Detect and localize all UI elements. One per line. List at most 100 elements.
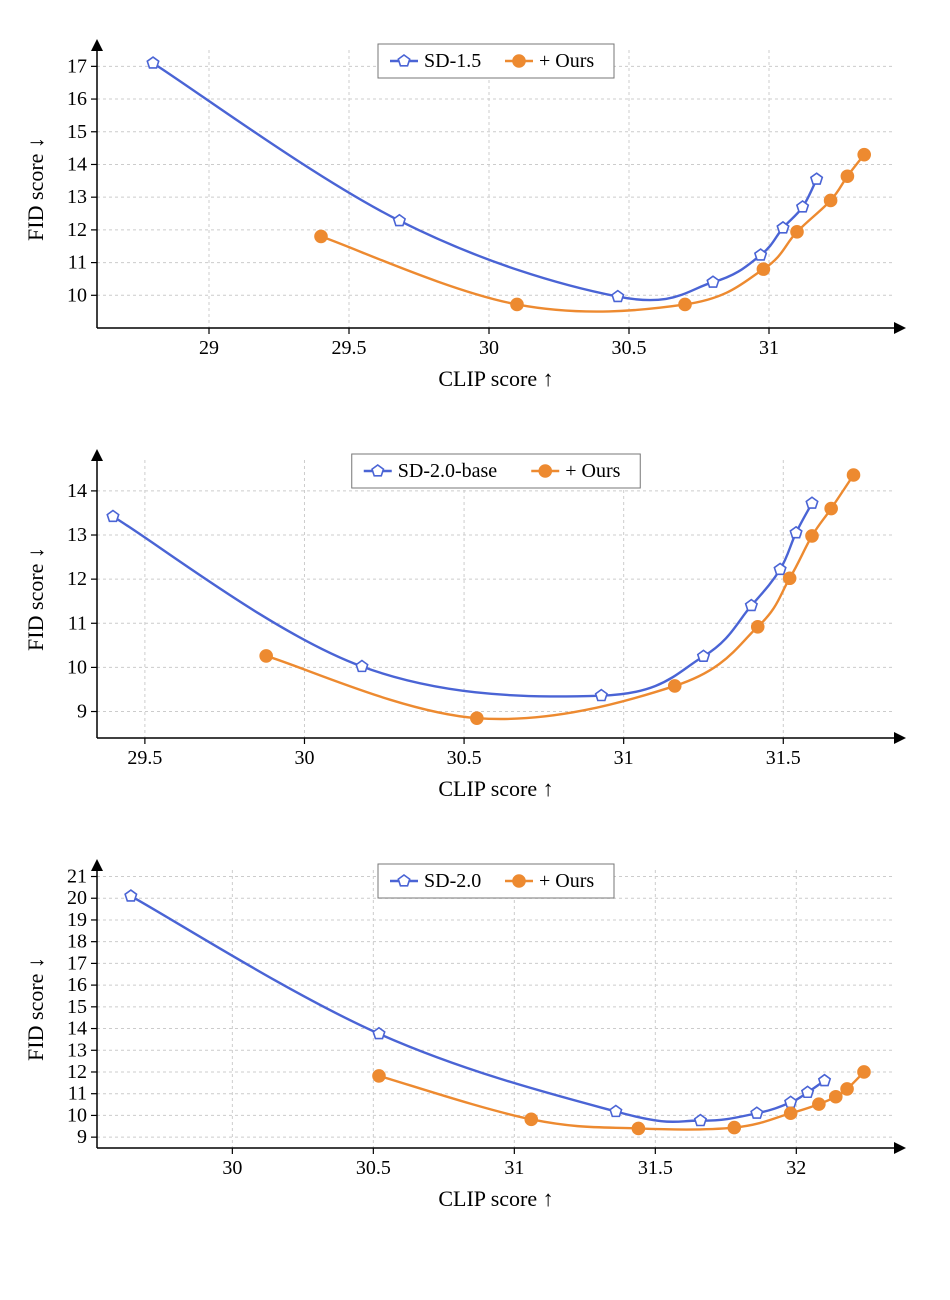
y-tick-label: 16 <box>67 88 87 110</box>
legend-label-baseline: SD-2.0 <box>424 870 481 892</box>
y-tick-label: 14 <box>67 153 87 175</box>
legend-marker-ours <box>513 55 525 67</box>
chart-panel: 2929.53030.5311011121314151617CLIP score… <box>25 20 925 400</box>
series-line-ours <box>266 475 853 719</box>
x-tick-label: 31.5 <box>766 747 801 769</box>
x-tick-label: 31 <box>614 747 634 769</box>
chart-stack: 2929.53030.5311011121314151617CLIP score… <box>20 20 930 1220</box>
marker-baseline <box>125 890 136 901</box>
marker-baseline <box>806 497 817 508</box>
marker-ours <box>825 503 837 515</box>
marker-baseline <box>802 1086 813 1097</box>
marker-baseline <box>707 276 718 287</box>
marker-ours <box>858 149 870 161</box>
legend-label-baseline: SD-1.5 <box>424 50 481 72</box>
marker-ours <box>669 680 681 692</box>
y-tick-label: 9 <box>77 701 87 723</box>
marker-ours <box>525 1113 537 1125</box>
marker-ours <box>841 1083 853 1095</box>
chart-sd15: 2929.53030.5311011121314151617CLIP score… <box>25 20 925 400</box>
y-tick-label: 13 <box>67 524 87 546</box>
y-axis-label: FID score ↓ <box>25 547 48 651</box>
legend-label-ours: + Ours <box>565 460 620 482</box>
series-line-baseline <box>131 896 825 1122</box>
x-tick-label: 31.5 <box>638 1157 673 1179</box>
y-tick-label: 21 <box>67 866 87 888</box>
marker-baseline <box>596 690 607 701</box>
marker-baseline <box>147 57 158 68</box>
marker-ours <box>841 170 853 182</box>
y-tick-label: 15 <box>67 996 87 1018</box>
x-tick-label: 32 <box>786 1157 806 1179</box>
chart-panel: 29.53030.53131.591011121314CLIP score ↑F… <box>25 430 925 810</box>
x-axis-label: CLIP score ↑ <box>438 776 553 801</box>
x-axis-label: CLIP score ↑ <box>438 366 553 391</box>
y-axis-label: FID score ↓ <box>25 137 48 241</box>
y-tick-label: 14 <box>67 1018 87 1040</box>
x-axis-label: CLIP score ↑ <box>438 1186 553 1211</box>
y-tick-label: 10 <box>67 1104 87 1126</box>
marker-baseline <box>612 291 623 302</box>
y-tick-label: 15 <box>67 121 87 143</box>
x-tick-label: 29 <box>199 337 219 359</box>
marker-ours <box>511 298 523 310</box>
marker-ours <box>757 263 769 275</box>
y-tick-label: 12 <box>67 568 87 590</box>
marker-baseline <box>751 1107 762 1118</box>
y-tick-label: 18 <box>67 931 87 953</box>
y-tick-label: 12 <box>67 1061 87 1083</box>
legend-marker-ours <box>513 875 525 887</box>
legend-label-baseline: SD-2.0-base <box>398 460 498 482</box>
legend-label-ours: + Ours <box>539 870 594 892</box>
y-tick-label: 20 <box>67 887 87 909</box>
x-tick-label: 30 <box>222 1157 242 1179</box>
chart-panel: 3030.53131.5329101112131415161718192021C… <box>25 840 925 1220</box>
y-tick-label: 13 <box>67 186 87 208</box>
y-tick-label: 19 <box>67 909 87 931</box>
x-tick-label: 30.5 <box>612 337 647 359</box>
marker-baseline <box>774 563 785 574</box>
marker-baseline <box>811 173 822 184</box>
chart-sd20base: 29.53030.53131.591011121314CLIP score ↑F… <box>25 430 925 810</box>
marker-ours <box>785 1107 797 1119</box>
marker-ours <box>632 1122 644 1134</box>
y-tick-label: 17 <box>67 952 87 974</box>
y-tick-label: 11 <box>68 252 87 274</box>
y-tick-label: 12 <box>67 219 87 241</box>
marker-baseline <box>394 215 405 226</box>
y-tick-label: 14 <box>67 480 87 502</box>
x-tick-label: 30 <box>294 747 314 769</box>
y-tick-label: 11 <box>68 612 87 634</box>
marker-baseline <box>698 650 709 661</box>
marker-ours <box>813 1098 825 1110</box>
marker-baseline <box>695 1115 706 1126</box>
legend-label-ours: + Ours <box>539 50 594 72</box>
x-tick-label: 31 <box>759 337 779 359</box>
marker-baseline <box>373 1028 384 1039</box>
marker-ours <box>728 1122 740 1134</box>
x-tick-label: 31 <box>504 1157 524 1179</box>
marker-ours <box>830 1091 842 1103</box>
y-tick-label: 10 <box>67 284 87 306</box>
marker-ours <box>848 469 860 481</box>
y-tick-label: 13 <box>67 1039 87 1061</box>
y-tick-label: 9 <box>77 1126 87 1148</box>
y-axis-label: FID score ↓ <box>25 957 48 1061</box>
x-tick-label: 30 <box>479 337 499 359</box>
marker-ours <box>752 621 764 633</box>
legend-marker-ours <box>539 465 551 477</box>
marker-baseline <box>819 1075 830 1086</box>
x-tick-label: 30.5 <box>447 747 482 769</box>
x-tick-label: 30.5 <box>356 1157 391 1179</box>
marker-baseline <box>610 1106 621 1117</box>
x-tick-label: 29.5 <box>332 337 367 359</box>
y-tick-label: 16 <box>67 974 87 996</box>
x-tick-label: 29.5 <box>127 747 162 769</box>
marker-ours <box>806 530 818 542</box>
marker-baseline <box>785 1096 796 1107</box>
marker-ours <box>471 712 483 724</box>
marker-ours <box>825 194 837 206</box>
marker-ours <box>858 1066 870 1078</box>
marker-ours <box>315 230 327 242</box>
marker-baseline <box>107 510 118 521</box>
